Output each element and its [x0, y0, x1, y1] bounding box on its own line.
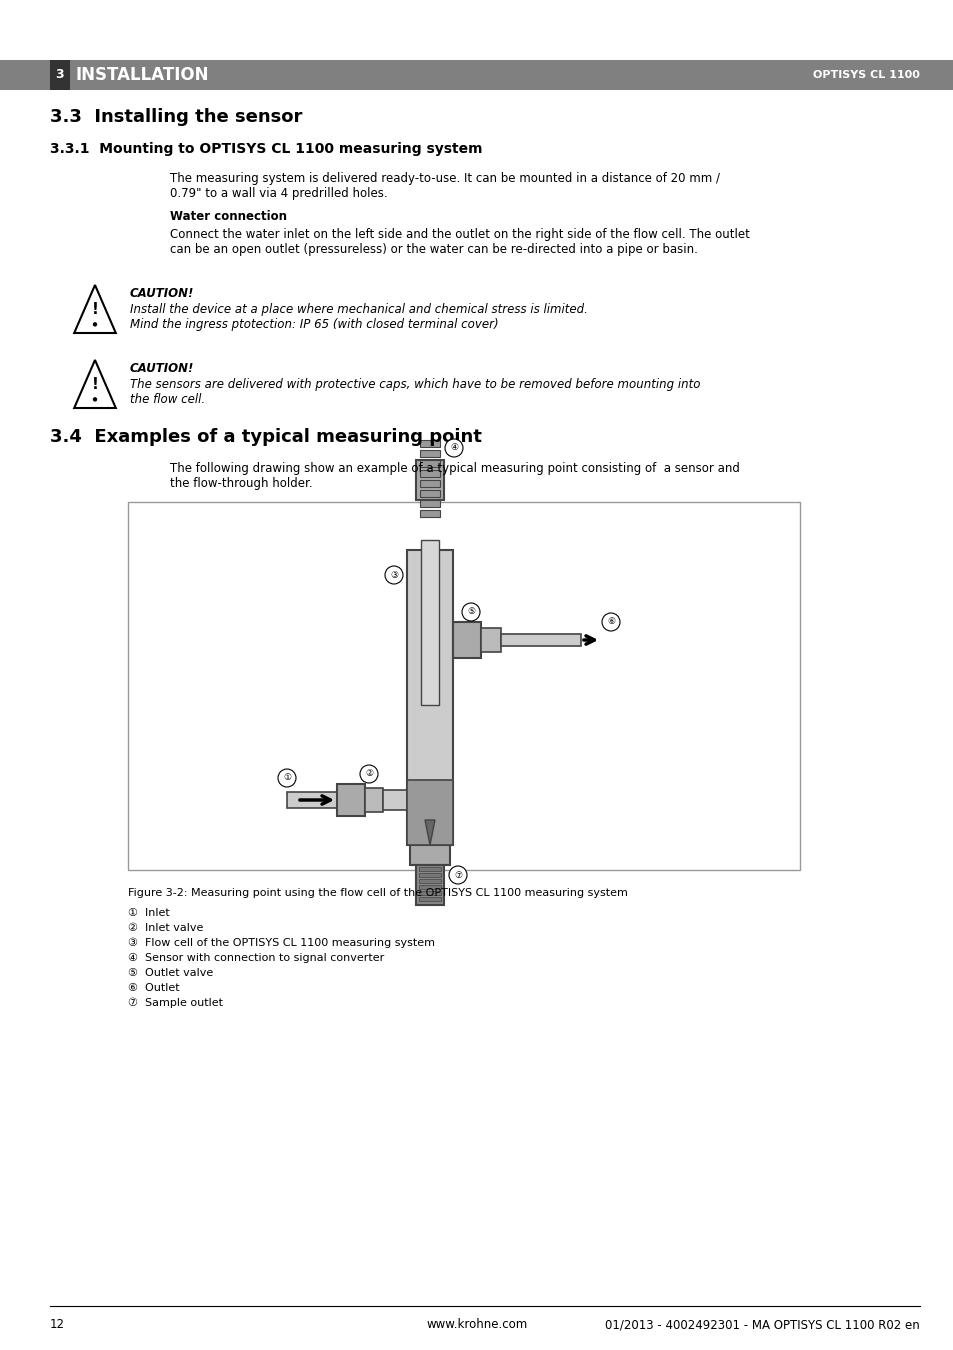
Text: OPTISYS CL 1100: OPTISYS CL 1100: [812, 70, 919, 80]
Bar: [420, 540, 438, 705]
Text: ⑥  Outlet: ⑥ Outlet: [128, 983, 179, 994]
Text: ②: ②: [365, 769, 373, 779]
Bar: [500, 634, 580, 647]
Text: ⑤  Outlet valve: ⑤ Outlet valve: [128, 968, 213, 977]
Text: 3.4  Examples of a typical measuring point: 3.4 Examples of a typical measuring poin…: [50, 428, 481, 446]
Text: CAUTION!: CAUTION!: [130, 288, 194, 300]
Bar: [407, 780, 453, 845]
Bar: [418, 867, 440, 871]
Bar: [419, 500, 439, 508]
Text: Connect the water inlet on the left side and the outlet on the right side of the: Connect the water inlet on the left side…: [170, 228, 749, 242]
Polygon shape: [74, 285, 115, 333]
Text: Mind the ingress ptotection: IP 65 (with closed terminal cover): Mind the ingress ptotection: IP 65 (with…: [130, 319, 498, 331]
Bar: [418, 879, 440, 883]
Text: The measuring system is delivered ready-to-use. It can be mounted in a distance : The measuring system is delivered ready-…: [170, 171, 720, 185]
Bar: [419, 490, 439, 497]
Bar: [407, 549, 453, 845]
Bar: [419, 440, 439, 447]
Text: can be an open outlet (pressureless) or the water can be re-directed into a pipe: can be an open outlet (pressureless) or …: [170, 243, 698, 256]
Text: 3.3  Installing the sensor: 3.3 Installing the sensor: [50, 108, 302, 126]
Text: ⑥: ⑥: [606, 617, 615, 626]
Circle shape: [449, 865, 467, 884]
Text: 12: 12: [50, 1318, 65, 1331]
Bar: [416, 460, 443, 500]
Bar: [419, 510, 439, 517]
Bar: [50, 59, 70, 90]
Text: the flow cell.: the flow cell.: [130, 393, 205, 406]
Bar: [382, 790, 407, 810]
Circle shape: [277, 769, 295, 787]
Circle shape: [359, 765, 377, 783]
Text: CAUTION!: CAUTION!: [130, 362, 194, 375]
Text: ③  Flow cell of the OPTISYS CL 1100 measuring system: ③ Flow cell of the OPTISYS CL 1100 measu…: [128, 938, 435, 948]
Text: 0.79" to a wall via 4 predrilled holes.: 0.79" to a wall via 4 predrilled holes.: [170, 188, 387, 200]
Circle shape: [385, 566, 402, 585]
Text: !: !: [91, 378, 98, 393]
Text: 01/2013 - 4002492301 - MA OPTISYS CL 1100 R02 en: 01/2013 - 4002492301 - MA OPTISYS CL 110…: [604, 1318, 919, 1331]
Bar: [418, 896, 440, 900]
Bar: [336, 784, 365, 815]
Text: ①  Inlet: ① Inlet: [128, 909, 170, 918]
Bar: [419, 460, 439, 467]
Bar: [365, 788, 382, 811]
Text: Water connection: Water connection: [170, 211, 287, 223]
Circle shape: [93, 398, 96, 401]
Text: ④: ④: [450, 444, 457, 452]
Text: !: !: [91, 302, 98, 317]
Circle shape: [444, 439, 462, 458]
Bar: [419, 470, 439, 477]
Bar: [419, 481, 439, 487]
Polygon shape: [74, 360, 115, 408]
Bar: [128, 502, 800, 869]
Text: www.krohne.com: www.krohne.com: [426, 1318, 527, 1331]
Text: Figure 3-2: Measuring point using the flow cell of the OPTISYS CL 1100 measuring: Figure 3-2: Measuring point using the fl…: [128, 888, 627, 898]
Circle shape: [461, 603, 479, 621]
Text: ⑤: ⑤: [466, 608, 475, 617]
Text: 3.3.1  Mounting to OPTISYS CL 1100 measuring system: 3.3.1 Mounting to OPTISYS CL 1100 measur…: [50, 142, 482, 157]
Bar: [0, 59, 953, 90]
Bar: [419, 450, 439, 458]
Text: ⑦  Sample outlet: ⑦ Sample outlet: [128, 998, 223, 1008]
Text: INSTALLATION: INSTALLATION: [76, 66, 210, 84]
Text: ②  Inlet valve: ② Inlet valve: [128, 923, 203, 933]
Text: ①: ①: [283, 774, 291, 783]
Bar: [453, 622, 480, 657]
Text: ④  Sensor with connection to signal converter: ④ Sensor with connection to signal conve…: [128, 953, 384, 963]
Text: The following drawing show an example of a typical measuring point consisting of: The following drawing show an example of…: [170, 462, 740, 475]
Bar: [418, 873, 440, 878]
Bar: [287, 792, 336, 809]
Text: 3: 3: [55, 69, 64, 81]
Bar: [410, 845, 450, 865]
Bar: [416, 865, 443, 904]
Text: the flow-through holder.: the flow-through holder.: [170, 477, 313, 490]
Bar: [418, 891, 440, 895]
Circle shape: [601, 613, 619, 630]
Text: The sensors are delivered with protective caps, which have to be removed before : The sensors are delivered with protectiv…: [130, 378, 700, 392]
Text: ⑦: ⑦: [454, 871, 461, 879]
Text: ③: ③: [390, 571, 397, 579]
Polygon shape: [424, 819, 435, 845]
Circle shape: [93, 323, 96, 325]
Bar: [480, 628, 500, 652]
Text: Install the device at a place where mechanical and chemical stress is limited.: Install the device at a place where mech…: [130, 302, 587, 316]
Bar: [418, 886, 440, 890]
